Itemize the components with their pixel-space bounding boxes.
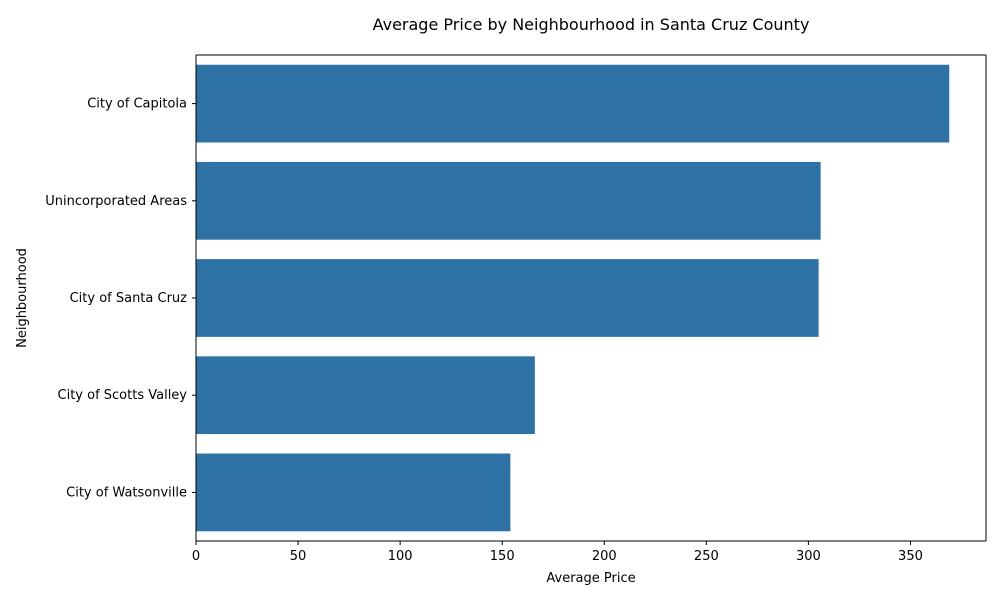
x-tick-label: 100 bbox=[388, 549, 413, 564]
y-tick-label: Unincorporated Areas bbox=[45, 194, 187, 209]
y-tick-label: City of Santa Cruz bbox=[70, 291, 188, 306]
bar bbox=[196, 64, 950, 143]
chart-title: Average Price by Neighbourhood in Santa … bbox=[373, 15, 810, 34]
bar bbox=[196, 356, 535, 435]
bars-group bbox=[196, 64, 950, 532]
x-tick-label: 250 bbox=[694, 549, 719, 564]
x-tick-label: 300 bbox=[796, 549, 821, 564]
bar bbox=[196, 453, 511, 532]
x-axis-label: Average Price bbox=[546, 571, 635, 586]
x-tick-label: 0 bbox=[192, 549, 200, 564]
bar bbox=[196, 161, 821, 240]
x-axis-ticks: 0 50 100 150 200 250 300 350 bbox=[192, 541, 923, 564]
x-tick-label: 200 bbox=[592, 549, 617, 564]
x-tick-label: 350 bbox=[898, 549, 923, 564]
y-tick-label: City of Scotts Valley bbox=[58, 388, 188, 403]
bar bbox=[196, 259, 819, 337]
y-tick-label: City of Capitola bbox=[87, 97, 187, 112]
x-tick-label: 150 bbox=[490, 549, 515, 564]
y-axis-ticks: City of Capitola Unincorporated Areas City… bbox=[45, 97, 196, 500]
x-tick-label: 50 bbox=[290, 549, 307, 564]
y-axis-label: Neighbourhood bbox=[15, 248, 30, 348]
y-tick-label: City of Watsonville bbox=[66, 485, 187, 500]
